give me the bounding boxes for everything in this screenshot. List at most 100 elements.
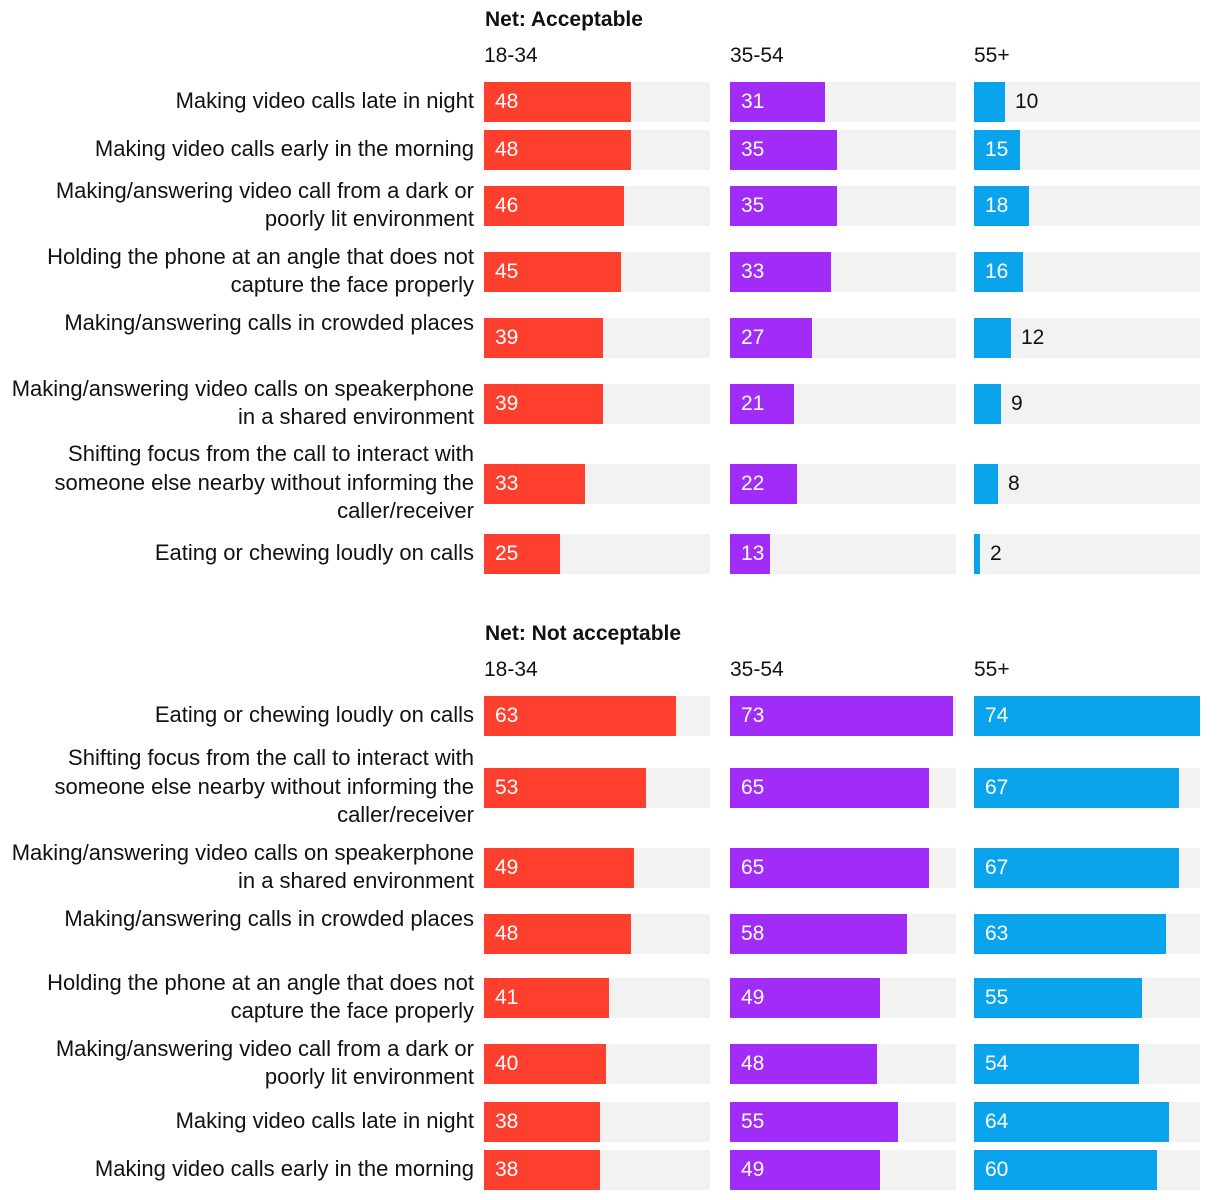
not-acceptable-bar-value: 49 [741,986,765,1009]
acceptable-column-header: 18-34 [484,44,538,67]
not-acceptable-bar-value: 54 [985,1052,1009,1075]
not-acceptable-bar-value: 67 [985,776,1009,799]
not-acceptable-bar [730,1150,880,1190]
not-acceptable-bar [484,978,609,1018]
acceptable-bar-value: 45 [495,260,519,283]
not-acceptable-bar-value: 53 [495,776,519,799]
acceptable-bar [730,82,825,122]
acceptable-bar-track: 35 [730,130,956,170]
not-acceptable-row-label: Shifting focus from the call to interact… [54,745,474,828]
not-acceptable-bar-track: 49 [730,1150,956,1190]
acceptable-bar [730,130,837,170]
not-acceptable-bar-track: 48 [730,1044,956,1084]
not-acceptable-bar-value: 63 [985,922,1009,945]
not-acceptable-bar [974,768,1179,808]
not-acceptable-section-title: Net: Not acceptable [485,622,682,645]
acceptable-bar-value: 10 [1015,90,1039,113]
not-acceptable-bar [484,696,676,736]
not-acceptable-bar [730,696,953,736]
acceptable-bar-track: 12 [974,318,1200,358]
not-acceptable-bar-value: 64 [985,1110,1009,1133]
acceptable-bar-value: 35 [741,138,765,161]
not-acceptable-bar-track: 63 [974,914,1200,954]
acceptable-bar [484,130,631,170]
acceptable-bar-value: 48 [495,138,519,161]
not-acceptable-bar-value: 48 [741,1052,765,1075]
acceptable-row-label: Making/answering video calls on speakerp… [11,375,474,430]
acceptable-bar-value: 35 [741,194,765,217]
not-acceptable-bar-value: 73 [741,704,765,727]
not-acceptable-bar-track: 49 [730,978,956,1018]
acceptable-bar-track: 33 [484,464,710,504]
acceptable-column-header: 55+ [974,44,1010,67]
not-acceptable-bar [974,978,1142,1018]
acceptable-row-label: Eating or chewing loudly on calls [154,539,474,565]
acceptable-bar-track: 31 [730,82,956,122]
acceptable-bar-value: 33 [495,472,519,495]
not-acceptable-bar [730,1102,898,1142]
acceptable-bar-value: 21 [741,392,765,415]
not-acceptable-column-header: 18-34 [484,658,538,681]
acceptable-bar-track: 18 [974,186,1200,226]
acceptable-bar [974,82,1005,122]
not-acceptable-bar [484,914,631,954]
acceptable-bar-value: 18 [985,194,1009,217]
not-acceptable-bar-value: 49 [495,856,519,879]
acceptable-bar-track: 33 [730,252,956,292]
not-acceptable-bar-track: 38 [484,1150,710,1190]
acceptable-bar-track: 9 [974,384,1200,424]
acceptable-bar-value: 27 [741,326,765,349]
acceptable-row-label: Shifting focus from the call to interact… [54,441,474,524]
not-acceptable-bar-value: 48 [495,922,519,945]
not-acceptable-bar [484,848,634,888]
not-acceptable-bar-value: 40 [495,1052,519,1075]
acceptable-bar-track: 48 [484,130,710,170]
acceptable-bar-value: 25 [495,542,519,565]
not-acceptable-row-label: Making video calls late in night [175,1107,474,1133]
not-acceptable-bar-track: 63 [484,696,710,736]
acceptable-bar [974,186,1029,226]
not-acceptable-bar [484,1044,606,1084]
acceptable-bar [730,464,797,504]
acceptable-bar-track: 21 [730,384,956,424]
acceptable-bar [484,464,585,504]
not-acceptable-row-label: Making/answering video calls on speakerp… [11,839,474,894]
acceptable-bar [730,186,837,226]
not-acceptable-bar-track: 55 [730,1102,956,1142]
acceptable-bar-value: 39 [495,392,519,415]
acceptable-bar-value: 46 [495,194,519,217]
acceptable-bar [974,464,998,504]
acceptable-bar-value: 13 [741,542,765,565]
not-acceptable-bar-value: 58 [741,922,765,945]
acceptable-bar-track: 13 [730,534,956,574]
acceptable-bar-value: 15 [985,138,1009,161]
not-acceptable-bar [730,768,929,808]
not-acceptable-row-label: Eating or chewing loudly on calls [154,701,474,727]
acceptable-bar [484,318,603,358]
not-acceptable-bar [730,978,880,1018]
acceptable-bar-value: 16 [985,260,1009,283]
not-acceptable-bar-value: 63 [495,704,519,727]
acceptable-bar-track: 46 [484,186,710,226]
acceptable-bar-value: 8 [1008,472,1020,495]
acceptable-bar-track: 25 [484,534,710,574]
not-acceptable-row-label: Holding the phone at an angle that does … [47,969,474,1024]
not-acceptable-bar-value: 67 [985,856,1009,879]
acceptable-row-label: Making video calls early in the morning [94,135,474,161]
not-acceptable-bar-track: 48 [484,914,710,954]
acceptable-bar [730,252,831,292]
acceptable-bar-value: 39 [495,326,519,349]
not-acceptable-bar-track: 40 [484,1044,710,1084]
not-acceptable-bar-value: 60 [985,1158,1009,1181]
acceptable-bar [484,384,603,424]
acceptable-bar-value: 9 [1011,392,1023,415]
not-acceptable-bar-value: 38 [495,1158,519,1181]
not-acceptable-bar-track: 58 [730,914,956,954]
acceptable-bar-value: 2 [990,542,1002,565]
acceptable-bar [974,384,1001,424]
not-acceptable-bar-track: 60 [974,1150,1200,1190]
acceptable-bar [974,318,1011,358]
acceptable-row-label: Making/answering calls in crowded places [64,309,474,335]
acceptable-bar-value: 22 [741,472,765,495]
acceptable-bar [730,534,770,574]
